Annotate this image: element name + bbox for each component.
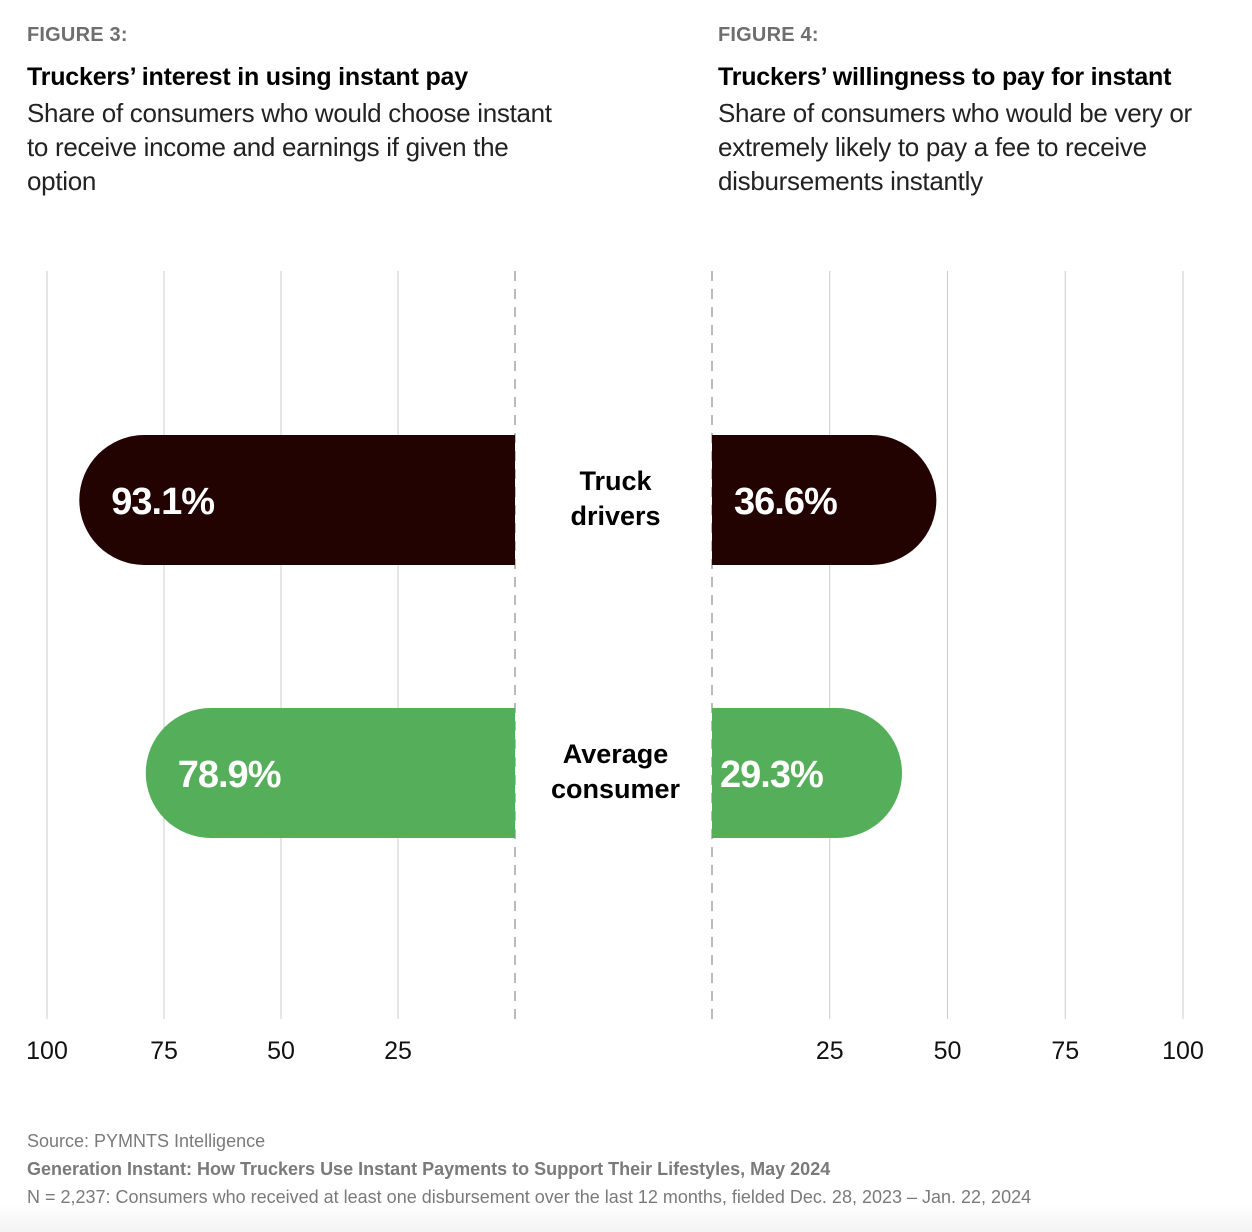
tick-label-right-50: 50 — [934, 1037, 962, 1065]
category-label-average-consumer-line-2: consumer — [551, 774, 681, 804]
category-label-truck-drivers-line-2: drivers — [570, 501, 660, 531]
figure-4-title: Truckers’ willingness to pay for instant — [718, 63, 1172, 91]
figure-4-label: FIGURE 4: — [718, 24, 819, 46]
bar-right-truck-drivers — [712, 435, 937, 565]
bar-right-average-consumer — [712, 708, 903, 838]
category-label-average-consumer-line-1: Average — [563, 739, 669, 769]
bar-left-average-consumer — [145, 708, 516, 838]
tick-label-left-75: 75 — [150, 1037, 178, 1065]
labels: 100 75 50 25 25 50 75 100 93.1% 78.9% 36.6% 29.3% Tr… — [26, 466, 1204, 1065]
sample-note: N = 2,237: Consumers who received at lea… — [27, 1187, 1032, 1207]
value-label-right-average-consumer: 29.3% — [720, 754, 823, 796]
tick-label-left-100: 100 — [26, 1037, 68, 1065]
bars — [79, 435, 937, 838]
tick-label-left-25: 25 — [384, 1037, 412, 1065]
bar-left-truck-drivers — [79, 435, 516, 565]
gridlines — [46, 271, 1184, 1019]
tick-label-right-25: 25 — [816, 1037, 844, 1065]
source-note: Source: PYMNTS Intelligence — [27, 1131, 266, 1151]
tick-label-right-75: 75 — [1051, 1037, 1079, 1065]
figure-4-subtitle: Share of consumers who would be very or … — [718, 98, 1192, 196]
tick-label-left-50: 50 — [267, 1037, 295, 1065]
value-label-left-truck-drivers: 93.1% — [111, 481, 214, 523]
figure-3-subtitle: Share of consumers who would choose inst… — [27, 98, 552, 196]
value-label-left-average-consumer: 78.9% — [178, 754, 281, 796]
category-label-truck-drivers-line-1: Truck — [579, 466, 652, 496]
figure-3-title: Truckers’ interest in using instant pay — [27, 63, 468, 91]
report-title: Generation Instant: How Truckers Use Ins… — [27, 1159, 831, 1179]
value-label-right-truck-drivers: 36.6% — [734, 481, 837, 523]
figure-3-label: FIGURE 3: — [27, 24, 128, 46]
tick-label-right-100: 100 — [1162, 1037, 1204, 1065]
